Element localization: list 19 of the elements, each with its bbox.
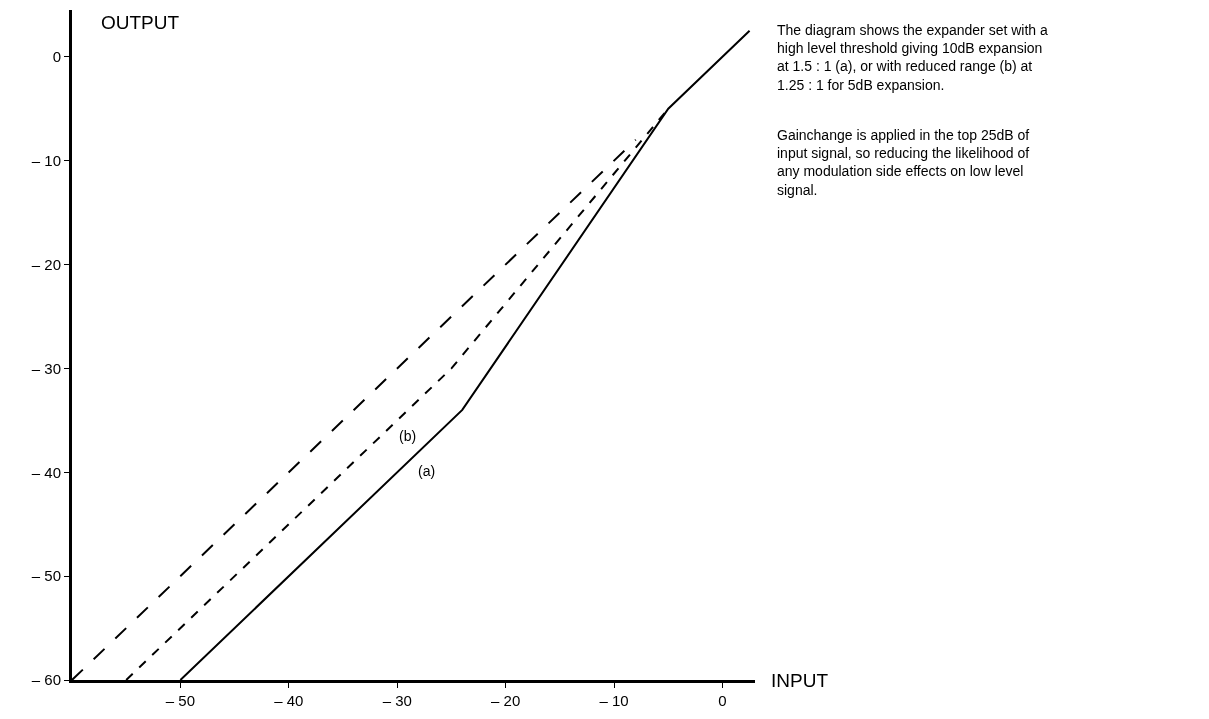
x-tick-label: – 20 bbox=[491, 692, 521, 709]
series-label: (b) bbox=[399, 428, 417, 444]
y-tick-label: – 30 bbox=[31, 359, 61, 377]
x-tick-label: – 50 bbox=[165, 692, 196, 709]
x-tick-label: 0 bbox=[718, 692, 727, 709]
y-tick-label: – 10 bbox=[31, 151, 61, 169]
y-tick-label: – 20 bbox=[31, 255, 61, 273]
x-tick-label: – 10 bbox=[599, 692, 629, 709]
text: The diagram shows the expander set with a high level threshold giving 10dB expansion at 1.5 : 1 (a), or with reduced range (b) at 1.25 : 1 for 5dB expansion. bbox=[777, 22, 1049, 93]
series-label: (a) bbox=[418, 463, 436, 479]
text: Gainchange is applied in the top 25dB of input signal, so reducing the likelihood of any modulation side effects on low level signal. bbox=[777, 127, 1030, 198]
x-axis-title: INPUT bbox=[771, 670, 829, 691]
y-tick-label: 0 bbox=[52, 47, 61, 65]
y-tick-label: – 60 bbox=[31, 671, 61, 689]
x-tick-label: – 40 bbox=[274, 692, 304, 709]
y-tick-label: – 40 bbox=[31, 463, 61, 481]
x-tick-label: – 30 bbox=[382, 692, 412, 709]
y-axis-title: OUTPUT bbox=[101, 12, 180, 33]
y-tick-label: – 50 bbox=[31, 567, 61, 585]
